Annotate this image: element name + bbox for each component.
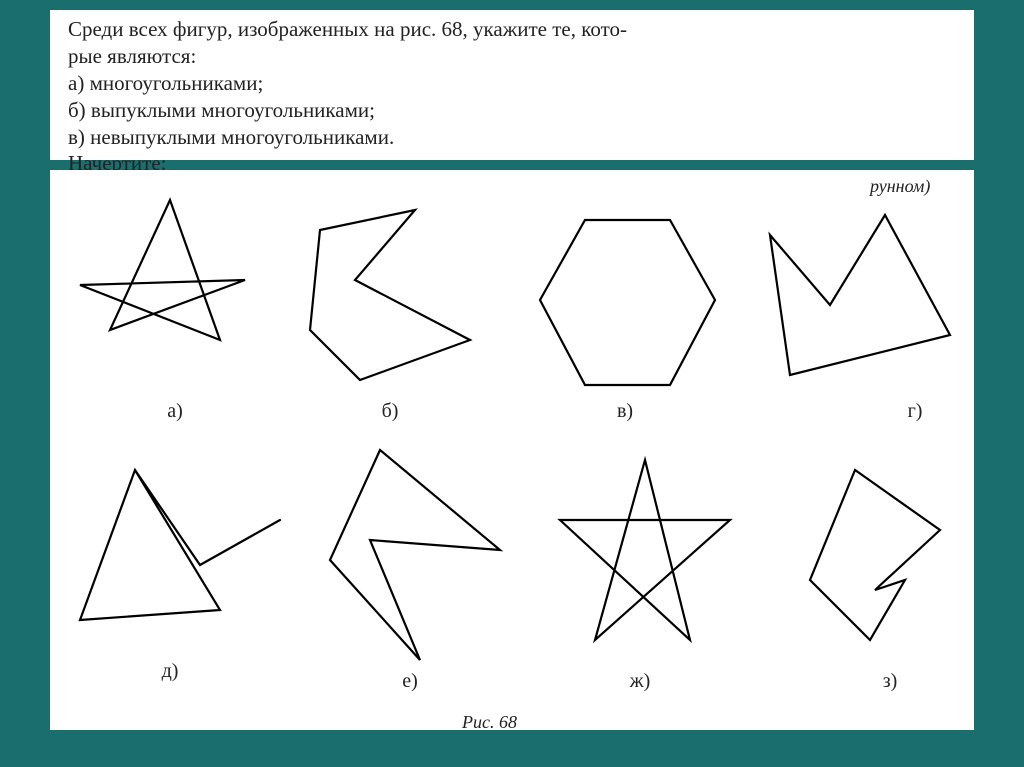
- cutoff-text: рунном): [870, 176, 930, 197]
- figure-panel: рунном) Рис. 68 а) б) в) г) д) е) ж) з): [50, 170, 974, 730]
- shape-d: [70, 450, 290, 650]
- shape-b: [300, 200, 480, 400]
- shape-g-path: [770, 215, 950, 375]
- shape-z: [800, 460, 950, 650]
- shape-v: [530, 210, 720, 395]
- shape-label-d: д): [150, 660, 190, 683]
- page-stage: Среди всех фигур, изображенных на рис. 6…: [0, 0, 1024, 767]
- shape-b-path: [310, 210, 470, 380]
- shape-label-v: в): [605, 400, 645, 423]
- problem-text-line: рые являются:: [68, 43, 956, 70]
- figure-caption: Рис. 68: [462, 712, 517, 733]
- shape-zh: [550, 450, 740, 650]
- problem-text-line: б) выпуклыми многоугольниками;: [68, 97, 956, 124]
- shape-z-path: [810, 470, 940, 640]
- shape-a-path: [80, 200, 245, 340]
- shape-label-z: з): [870, 670, 910, 693]
- shape-a: [60, 190, 280, 400]
- problem-text-line: в) невыпуклыми многоугольниками.: [68, 124, 956, 151]
- shape-label-a: а): [155, 400, 195, 423]
- shape-e-path: [330, 450, 500, 660]
- problem-text-line: Среди всех фигур, изображенных на рис. 6…: [68, 16, 956, 43]
- shape-label-g: г): [895, 400, 935, 423]
- shape-v-path: [540, 220, 715, 385]
- shape-e: [320, 440, 510, 670]
- shape-label-b: б): [370, 400, 410, 423]
- shape-g: [760, 205, 960, 395]
- problem-text-panel: Среди всех фигур, изображенных на рис. 6…: [50, 10, 974, 160]
- shape-label-zh: ж): [620, 670, 660, 693]
- shape-label-e: е): [390, 670, 430, 693]
- shape-d-path: [80, 470, 280, 620]
- shape-zh-path: [560, 460, 730, 640]
- problem-text-line: а) многоугольниками;: [68, 70, 956, 97]
